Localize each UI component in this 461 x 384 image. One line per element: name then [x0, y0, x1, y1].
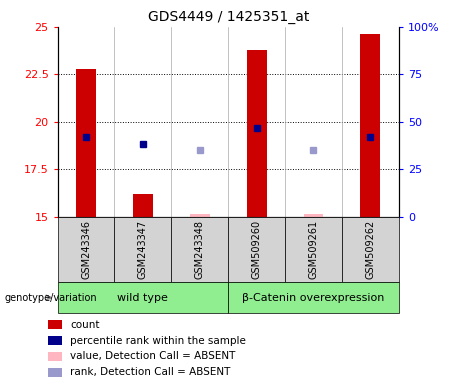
Text: count: count [70, 320, 100, 330]
Bar [303, 214, 324, 217]
Bar [190, 214, 210, 217]
Bar [228, 282, 399, 313]
Text: value, Detection Call = ABSENT: value, Detection Call = ABSENT [70, 351, 235, 361]
Bar [58, 282, 228, 313]
Bar [285, 217, 342, 282]
Bar [228, 217, 285, 282]
Text: percentile rank within the sample: percentile rank within the sample [70, 336, 246, 346]
Bar [114, 217, 171, 282]
Text: wild type: wild type [118, 293, 168, 303]
Text: GSM243346: GSM243346 [81, 220, 91, 279]
Bar [58, 217, 114, 282]
Bar [342, 217, 399, 282]
Bar [48, 368, 62, 377]
Text: GSM509262: GSM509262 [365, 220, 375, 279]
Text: β-Catenin overexpression: β-Catenin overexpression [242, 293, 384, 303]
Bar [361, 35, 380, 217]
Text: GSM243347: GSM243347 [138, 220, 148, 279]
Text: GSM509261: GSM509261 [308, 220, 319, 279]
Bar [76, 69, 96, 217]
Text: genotype/variation: genotype/variation [5, 293, 97, 303]
Text: rank, Detection Call = ABSENT: rank, Detection Call = ABSENT [70, 367, 230, 377]
Text: GSM509260: GSM509260 [252, 220, 262, 279]
Bar [171, 217, 228, 282]
Bar [48, 320, 62, 329]
Bar [48, 352, 62, 361]
Bar [133, 194, 153, 217]
Bar [247, 50, 266, 217]
Text: GSM243348: GSM243348 [195, 220, 205, 279]
Bar [48, 336, 62, 345]
Title: GDS4449 / 1425351_at: GDS4449 / 1425351_at [148, 10, 309, 25]
